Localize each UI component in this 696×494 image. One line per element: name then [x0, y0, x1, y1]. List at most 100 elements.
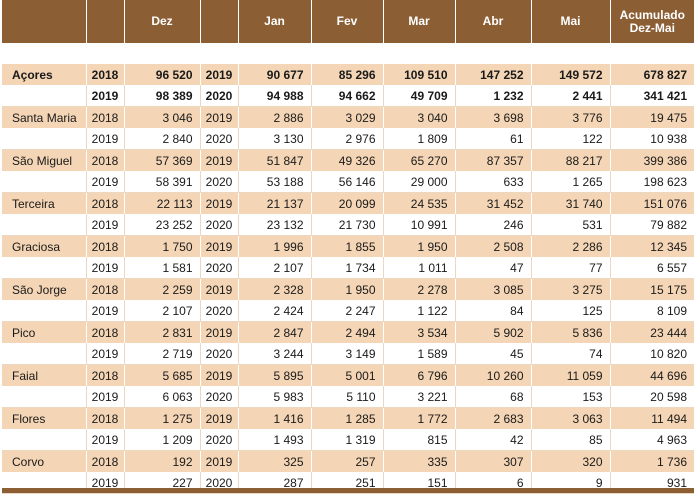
cell-year2: 2020	[200, 214, 239, 236]
cell-fev: 3 029	[311, 106, 384, 128]
cell-jan: 21 137	[238, 192, 312, 214]
cell-year1: 2018	[86, 235, 125, 257]
cell-year2: 2020	[200, 429, 239, 451]
cell-fev: 5 001	[311, 364, 384, 386]
cell-abr: 5 902	[455, 321, 532, 343]
cell-acumulado: 10 820	[610, 343, 694, 365]
cell-abr: 47	[455, 257, 532, 279]
cell-mai: 11 059	[531, 364, 611, 386]
cell-year2: 2020	[200, 128, 239, 150]
cell-year1: 2019	[86, 85, 125, 107]
cell-year1: 2019	[86, 429, 125, 451]
table-row: Pico 2018 2 831 2019 2 847 2 494 3 534 5 902 5 8…	[2, 321, 694, 343]
cell-acumulado: 15 175	[610, 278, 694, 300]
cell-year1: 2019	[86, 214, 125, 236]
cell-dez: 23 252	[124, 214, 201, 236]
cell-abr: 45	[455, 343, 532, 365]
cell-mar: 1 950	[383, 235, 456, 257]
cell-jan: 5 983	[238, 386, 312, 408]
cell-year2: 2019	[200, 192, 239, 214]
cell-mar: 1 772	[383, 407, 456, 429]
cell-year1: 2019	[86, 257, 125, 279]
cell-year2: 2019	[200, 64, 239, 85]
cell-jan: 2 424	[238, 300, 312, 322]
cell-year2: 2019	[200, 450, 239, 472]
cell-mar: 109 510	[383, 64, 456, 85]
cell-fev: 1 950	[311, 278, 384, 300]
cell-jan: 1 493	[238, 429, 312, 451]
cell-dez: 5 685	[124, 364, 201, 386]
cell-region: Flores	[2, 407, 87, 429]
table-row: 2019 6 063 2020 5 983 5 110 3 221 68 153 20 598	[2, 386, 694, 408]
cell-mai: 85	[531, 429, 611, 451]
cell-year1: 2018	[86, 64, 125, 85]
cell-fev: 2 247	[311, 300, 384, 322]
cell-mar: 10 991	[383, 214, 456, 236]
cell-abr: 84	[455, 300, 532, 322]
cell-abr: 1 232	[455, 85, 532, 107]
cell-abr: 87 357	[455, 149, 532, 171]
cell-jan: 325	[238, 450, 312, 472]
cell-fev: 2 976	[311, 128, 384, 150]
cell-region: Santa Maria	[2, 106, 87, 128]
table-row: 2019 2 840 2020 3 130 2 976 1 809 61 122 10 938	[2, 128, 694, 150]
cell-region	[2, 300, 87, 322]
table-row: Faial 2018 5 685 2019 5 895 5 001 6 796 10 260 1…	[2, 364, 694, 386]
cell-year1: 2019	[86, 343, 125, 365]
table-row: 2019 2 107 2020 2 424 2 247 1 122 84 125 8 109	[2, 300, 694, 322]
cell-year2: 2020	[200, 300, 239, 322]
cell-jan: 51 847	[238, 149, 312, 171]
cell-region	[2, 171, 87, 193]
cell-mai: 153	[531, 386, 611, 408]
cell-region: Pico	[2, 321, 87, 343]
cell-mai: 74	[531, 343, 611, 365]
cell-mar: 3 534	[383, 321, 456, 343]
cell-abr: 2 683	[455, 407, 532, 429]
cell-mar: 1 589	[383, 343, 456, 365]
cell-year1: 2018	[86, 407, 125, 429]
cell-jan: 1 416	[238, 407, 312, 429]
cell-year1: 2018	[86, 278, 125, 300]
table-row: Graciosa 2018 1 750 2019 1 996 1 855 1 950 2 50…	[2, 235, 694, 257]
cell-abr: 61	[455, 128, 532, 150]
cell-acumulado: 1 736	[610, 450, 694, 472]
cell-dez: 1 275	[124, 407, 201, 429]
header-mai: Mai	[531, 0, 611, 43]
cell-fev: 85 296	[311, 64, 384, 85]
cell-region	[2, 257, 87, 279]
table-row: 2019 1 209 2020 1 493 1 319 815 42 85 4 963	[2, 429, 694, 451]
bottom-border	[2, 488, 694, 493]
cell-fev: 3 149	[311, 343, 384, 365]
cell-year1: 2018	[86, 364, 125, 386]
cell-fev: 1 734	[311, 257, 384, 279]
cell-fev: 257	[311, 450, 384, 472]
cell-dez: 96 520	[124, 64, 201, 85]
cell-abr: 3 085	[455, 278, 532, 300]
cell-dez: 1 581	[124, 257, 201, 279]
cell-acumulado: 20 598	[610, 386, 694, 408]
cell-mai: 3 063	[531, 407, 611, 429]
cell-jan: 3 244	[238, 343, 312, 365]
header-fev: Fev	[311, 0, 384, 43]
cell-mai: 320	[531, 450, 611, 472]
cell-mai: 31 740	[531, 192, 611, 214]
cell-jan: 1 996	[238, 235, 312, 257]
cell-mar: 6 796	[383, 364, 456, 386]
cell-mar: 1 809	[383, 128, 456, 150]
cell-mar: 3 040	[383, 106, 456, 128]
header-jan: Jan	[238, 0, 312, 43]
cell-abr: 68	[455, 386, 532, 408]
cell-abr: 10 260	[455, 364, 532, 386]
table-row: 2019 58 391 2020 53 188 56 146 29 000 633 1 265…	[2, 171, 694, 193]
cell-abr: 2 508	[455, 235, 532, 257]
cell-mar: 2 278	[383, 278, 456, 300]
cell-jan: 53 188	[238, 171, 312, 193]
cell-dez: 1 209	[124, 429, 201, 451]
cell-jan: 90 677	[238, 64, 312, 85]
cell-jan: 2 886	[238, 106, 312, 128]
header-dez: Dez	[124, 0, 201, 43]
cell-jan: 2 328	[238, 278, 312, 300]
header-mar: Mar	[383, 0, 456, 43]
table-row: 2019 23 252 2020 23 132 21 730 10 991 246 531 79…	[2, 214, 694, 236]
cell-year2: 2019	[200, 235, 239, 257]
